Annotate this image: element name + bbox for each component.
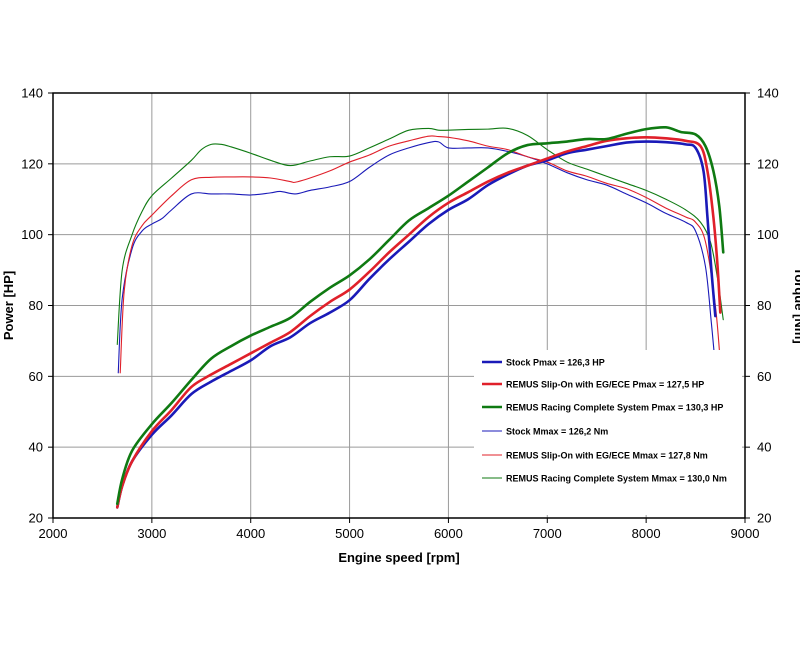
y-right-tick-label: 100 [757, 227, 779, 242]
series-line-3 [115, 125, 725, 506]
legend-label-6: REMUS Racing Complete System Mmax = 130,… [506, 474, 727, 484]
y-right-tick-label: 120 [757, 156, 779, 171]
y-right-tick-label: 20 [757, 511, 771, 526]
y-right-tick-label: 140 [757, 86, 779, 101]
x-tick-label: 9000 [731, 526, 760, 541]
series-line-4 [117, 140, 716, 374]
y-left-tick-label: 20 [29, 511, 43, 526]
legend-label-2: REMUS Slip-On with EG/ECE Pmax = 127,5 H… [506, 380, 704, 390]
x-tick-label: 4000 [236, 526, 265, 541]
y-axis-right-title: Torque [Nm] [792, 267, 800, 343]
y-right-tick-label: 60 [757, 369, 771, 384]
series-line-1 [115, 140, 717, 509]
x-tick-label: 5000 [335, 526, 364, 541]
legend-label-1: Stock Pmax = 126,3 HP [506, 358, 605, 368]
legend-label-5: REMUS Slip-On with EG/ECE Mmax = 127,8 N… [506, 451, 708, 461]
series-line-2 [115, 135, 722, 509]
y-left-tick-label: 120 [21, 156, 43, 171]
legend-box [474, 350, 742, 515]
x-tick-label: 8000 [632, 526, 661, 541]
grid [53, 93, 745, 518]
x-tick-label: 7000 [533, 526, 562, 541]
series-line-6 [116, 127, 724, 346]
y-right-tick-label: 80 [757, 298, 771, 313]
x-axis-title: Engine speed [rpm] [338, 550, 459, 565]
x-tick-label: 3000 [137, 526, 166, 541]
y-right-tick-label: 40 [757, 440, 771, 455]
x-tick-label: 6000 [434, 526, 463, 541]
y-axis-left-title: Power [HP] [1, 271, 16, 340]
x-tick-label: 2000 [39, 526, 68, 541]
legend: Stock Pmax = 126,3 HP REMUS Slip-On with … [474, 350, 742, 515]
legend-label-4: Stock Mmax = 126,2 Nm [506, 427, 608, 437]
series-line-5 [119, 135, 721, 374]
series-lines [115, 125, 725, 509]
y-left-tick-label: 60 [29, 369, 43, 384]
y-left-tick-label: 140 [21, 86, 43, 101]
tick-labels: 2000 3000 4000 5000 6000 7000 8000 900020406080… [21, 86, 778, 542]
y-left-tick-label: 40 [29, 440, 43, 455]
legend-label-3: REMUS Racing Complete System Pmax = 130,… [506, 403, 723, 413]
y-left-tick-label: 80 [29, 298, 43, 313]
y-left-tick-label: 100 [21, 227, 43, 242]
